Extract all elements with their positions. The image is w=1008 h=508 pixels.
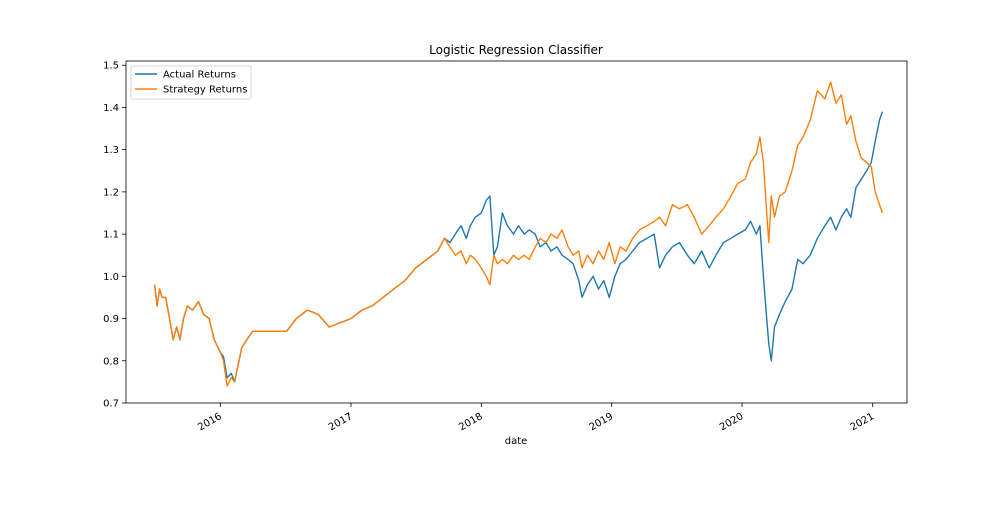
legend-label: Strategy Returns [163,85,247,96]
y-axis: 0.7 0.8 0.9 1.0 1.1 1.2 1.3 1.4 1.5 [103,61,126,410]
y-tick-label: 1.2 [103,187,119,198]
y-tick-label: 1.4 [103,103,119,114]
y-tick-label: 1.5 [103,61,119,72]
legend-box [130,65,252,100]
legend: Actual Returns Strategy Returns [130,65,252,100]
x-axis-label: date [505,436,528,447]
y-tick-label: 0.9 [103,314,119,325]
y-tick-label: 1.1 [103,230,119,241]
plot-frame [125,60,908,404]
y-tick-label: 1.0 [103,272,119,283]
chart-title: Logistic Regression Classifier [429,43,603,57]
y-tick-label: 0.7 [103,399,119,410]
legend-label: Actual Returns [163,70,236,81]
series-line-2 [153,81,884,387]
y-tick-label: 0.8 [103,356,119,367]
y-tick-label: 1.3 [103,145,119,156]
